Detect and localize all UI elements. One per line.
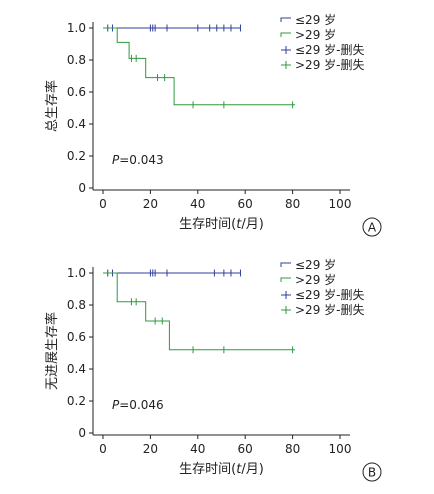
chart-svg-b: 0 20 40 60 80 100 0 0.2 0.4 0.6 0.8 1.0 无进展生存率生存时间(t… <box>44 257 382 482</box>
y-tick-label: 0 <box>78 181 86 195</box>
survival-chart-a: 0 20 40 60 80 100 0 0.2 0.4 0.6 0.8 1.0 总生存率生存时间(t/月… <box>0 0 434 245</box>
y-axis-title: 总生存率 <box>44 80 60 132</box>
y-tick-label: 0.6 <box>67 330 86 344</box>
x-axis-title-part: /月) <box>241 462 263 477</box>
legend-label: >29 岁 <box>295 27 336 42</box>
x-axis-title: 生存时间(t/月) <box>179 217 264 232</box>
legend-line-swatch <box>280 17 291 22</box>
panel-label-circle <box>362 462 382 482</box>
x-tick-label: 80 <box>285 197 300 211</box>
legend-label: ≤29 岁-删失 <box>295 287 364 302</box>
legend-label: >29 岁 <box>295 272 336 287</box>
y-tick-label: 0.2 <box>67 394 86 408</box>
legend-label: ≤29 岁 <box>295 257 336 272</box>
y-axis-title: 无进展生存率 <box>44 312 60 390</box>
y-tick-label: 0.2 <box>67 149 86 163</box>
p-value-symbol: P <box>112 153 120 167</box>
survival-chart-b: 0 20 40 60 80 100 0 0.2 0.4 0.6 0.8 1.0 无进展生存率生存时间(t… <box>0 245 434 490</box>
x-tick-label: 100 <box>329 442 352 456</box>
p-value-text: P=0.046 <box>112 398 164 412</box>
x-tick-label: 80 <box>285 442 300 456</box>
y-tick-label: 0.6 <box>67 85 86 99</box>
panel-label: B <box>368 466 376 480</box>
panel-label: A <box>368 221 377 235</box>
x-axis-title: 生存时间(t/月) <box>179 462 264 477</box>
p-value-text: P=0.043 <box>112 153 164 167</box>
legend-line-swatch <box>280 277 291 282</box>
x-tick-label: 100 <box>329 197 352 211</box>
y-tick-label: 1.0 <box>67 21 86 35</box>
y-tick-label: 0.4 <box>67 117 86 131</box>
legend-label: ≤29 岁-删失 <box>295 42 364 57</box>
x-tick-label: 40 <box>190 442 205 456</box>
x-tick-label: 20 <box>143 197 158 211</box>
x-tick-label: 60 <box>238 442 253 456</box>
chart-svg-a: 0 20 40 60 80 100 0 0.2 0.4 0.6 0.8 1.0 总生存率生存时间(t/月… <box>44 12 382 237</box>
legend-line-swatch <box>280 262 291 267</box>
x-axis-title-part: 生存时间( <box>179 217 236 232</box>
x-tick-label: 60 <box>238 197 253 211</box>
y-tick-label: 0.8 <box>67 53 86 67</box>
y-tick-label: 0 <box>78 426 86 440</box>
legend-label: >29 岁-删失 <box>295 57 364 72</box>
p-value-number: =0.046 <box>119 398 163 412</box>
p-value-symbol: P <box>112 398 120 412</box>
x-axis-title-part: t <box>236 462 242 477</box>
legend-line-swatch <box>280 32 291 37</box>
survival-line-gt29 <box>103 27 295 106</box>
y-tick-label: 0.8 <box>67 298 86 312</box>
y-tick-label: 0.4 <box>67 362 86 376</box>
x-tick-label: 0 <box>99 442 107 456</box>
x-tick-label: 20 <box>143 442 158 456</box>
legend-label: >29 岁-删失 <box>295 302 364 317</box>
x-axis-title-part: /月) <box>241 217 263 232</box>
panel-label-circle <box>362 217 382 237</box>
x-axis-title-part: t <box>236 217 242 232</box>
survival-line-gt29 <box>103 272 295 351</box>
x-tick-label: 40 <box>190 197 205 211</box>
legend-label: ≤29 岁 <box>295 12 336 27</box>
x-tick-label: 0 <box>99 197 107 211</box>
p-value-number: =0.043 <box>119 153 163 167</box>
x-axis-title-part: 生存时间( <box>179 462 236 477</box>
y-tick-label: 1.0 <box>67 266 86 280</box>
